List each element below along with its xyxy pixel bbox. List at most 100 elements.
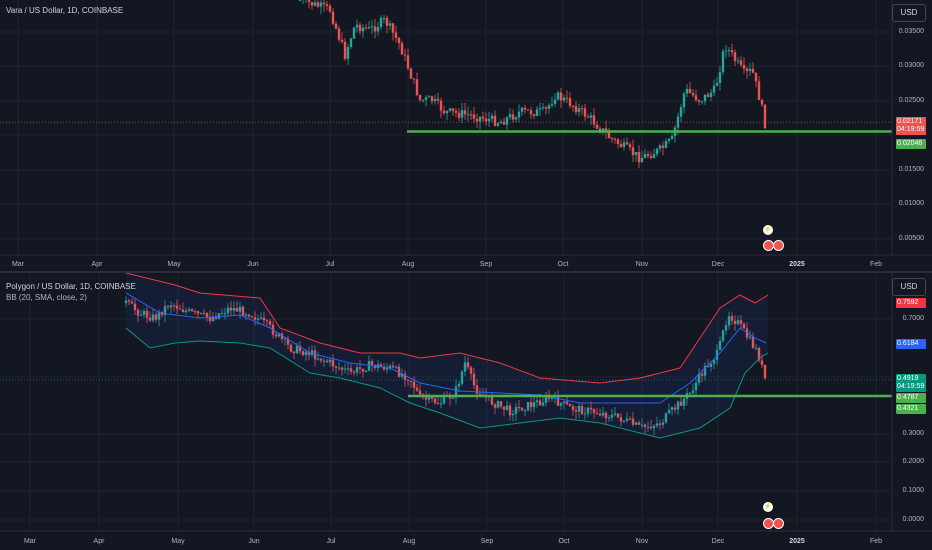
vara-candle <box>412 78 416 80</box>
polygon-chart-pane[interactable]: Polygon / US Dollar, 1D, COINBASE BB (20… <box>0 273 932 550</box>
vara-countdown: 04:19:59 <box>897 126 925 133</box>
vara-candle <box>319 2 323 7</box>
polygon-candle <box>559 403 563 406</box>
vara-candle <box>631 147 635 156</box>
polygon-candle <box>694 382 698 391</box>
x-tick: Jun <box>248 538 260 545</box>
vara-candle <box>406 55 410 69</box>
vara-candle <box>601 128 605 132</box>
polygon-candle <box>340 367 344 370</box>
polygon-candle <box>406 379 410 381</box>
x-tick: Mar <box>11 261 25 268</box>
polygon-candle <box>226 307 230 314</box>
polygon-candle <box>127 300 131 302</box>
vara-chart-pane[interactable]: Vara / US Dollar, 1D, COINBASE USD 0.035… <box>0 0 932 272</box>
polygon-candle <box>334 366 338 368</box>
polygon-candle <box>607 417 611 419</box>
polygon-candle <box>601 412 605 416</box>
vara-candle <box>649 156 653 159</box>
x-tick: Aug <box>401 261 415 268</box>
polygon-candle <box>142 311 146 315</box>
polygon-candle <box>361 368 365 372</box>
polygon-candle <box>538 400 542 406</box>
polygon-candle <box>457 383 461 387</box>
polygon-candle <box>310 350 314 356</box>
bb-indicator-legend[interactable]: BB (20, SMA, close, 2) <box>6 293 87 302</box>
vara-candle <box>382 17 386 19</box>
polygon-candle <box>253 317 257 320</box>
polygon-candle <box>196 311 200 314</box>
lightning-icon[interactable]: ⚡ <box>763 225 773 235</box>
vara-candle <box>526 109 530 111</box>
vara-candle <box>730 50 734 53</box>
vara-candle <box>760 99 764 105</box>
vara-candle <box>592 115 596 125</box>
polygon-candle <box>661 422 665 425</box>
polygon-chart-canvas[interactable] <box>0 273 932 550</box>
vara-candle <box>655 148 659 155</box>
vara-candle <box>490 115 494 119</box>
vara-candle <box>667 138 671 141</box>
vara-candle <box>469 114 473 116</box>
vara-candle <box>472 114 476 119</box>
vara-candle <box>460 110 464 118</box>
vara-candle <box>508 114 512 118</box>
polygon-candle <box>400 373 404 377</box>
polygon-candle <box>751 336 755 348</box>
polygon-candle <box>187 309 191 311</box>
polygon-candle <box>574 410 578 412</box>
us-flag-icon[interactable] <box>773 240 784 251</box>
vara-candle <box>622 142 626 147</box>
polygon-candle <box>379 364 383 367</box>
vara-candle <box>493 115 497 126</box>
vara-candle <box>307 0 311 3</box>
vara-last-price-tag: 0.02171 04:19:59 <box>896 117 926 135</box>
vara-candle <box>703 94 707 102</box>
pane-divider[interactable] <box>0 271 932 273</box>
polygon-candle <box>223 313 227 315</box>
polygon-support-tag: 0.4787 <box>896 393 926 403</box>
y-tick: 0.0000 <box>902 516 924 523</box>
vara-candle <box>430 96 434 102</box>
vara-candle <box>574 106 578 113</box>
polygon-candle <box>748 336 752 338</box>
polygon-candle <box>670 407 674 410</box>
polygon-candle <box>673 407 677 410</box>
polygon-currency-button[interactable]: USD <box>892 278 926 296</box>
polygon-candle <box>220 313 224 315</box>
x-tick: Sep <box>480 538 494 545</box>
y-tick: 0.3000 <box>902 430 924 437</box>
vara-candle <box>637 152 641 163</box>
polygon-candle <box>301 351 305 356</box>
lightning-icon[interactable]: ⚡ <box>763 502 773 512</box>
vara-candle <box>580 108 584 110</box>
polygon-candle <box>688 392 692 394</box>
vara-candle <box>364 27 368 29</box>
polygon-last-price-tag: 0.4919 04:19:59 <box>896 374 926 392</box>
vara-chart-canvas[interactable] <box>0 0 932 272</box>
polygon-candle <box>397 366 401 377</box>
polygon-countdown: 04:19:59 <box>897 383 925 390</box>
polygon-candle <box>289 344 293 352</box>
polygon-candle <box>322 360 326 362</box>
vara-candle <box>544 107 548 109</box>
vara-candle <box>595 124 599 129</box>
vara-candle <box>370 26 374 28</box>
vara-candle <box>403 54 407 56</box>
polygon-candle <box>493 404 497 408</box>
vara-candle <box>391 23 395 33</box>
vara-currency-button[interactable]: USD <box>892 4 926 22</box>
vara-candle <box>457 112 461 118</box>
vara-candle <box>316 2 320 7</box>
us-flag-icon[interactable] <box>773 518 784 529</box>
vara-candle <box>415 79 419 96</box>
polygon-candle <box>250 316 254 318</box>
vara-candle <box>541 107 545 109</box>
vara-candle <box>598 128 602 132</box>
x-tick: Nov <box>635 261 649 268</box>
polygon-candle <box>658 423 662 425</box>
polygon-candle <box>346 368 350 370</box>
vara-candle <box>607 132 611 139</box>
vara-candle <box>568 97 572 106</box>
polygon-support-price: 0.4787 <box>897 394 919 401</box>
